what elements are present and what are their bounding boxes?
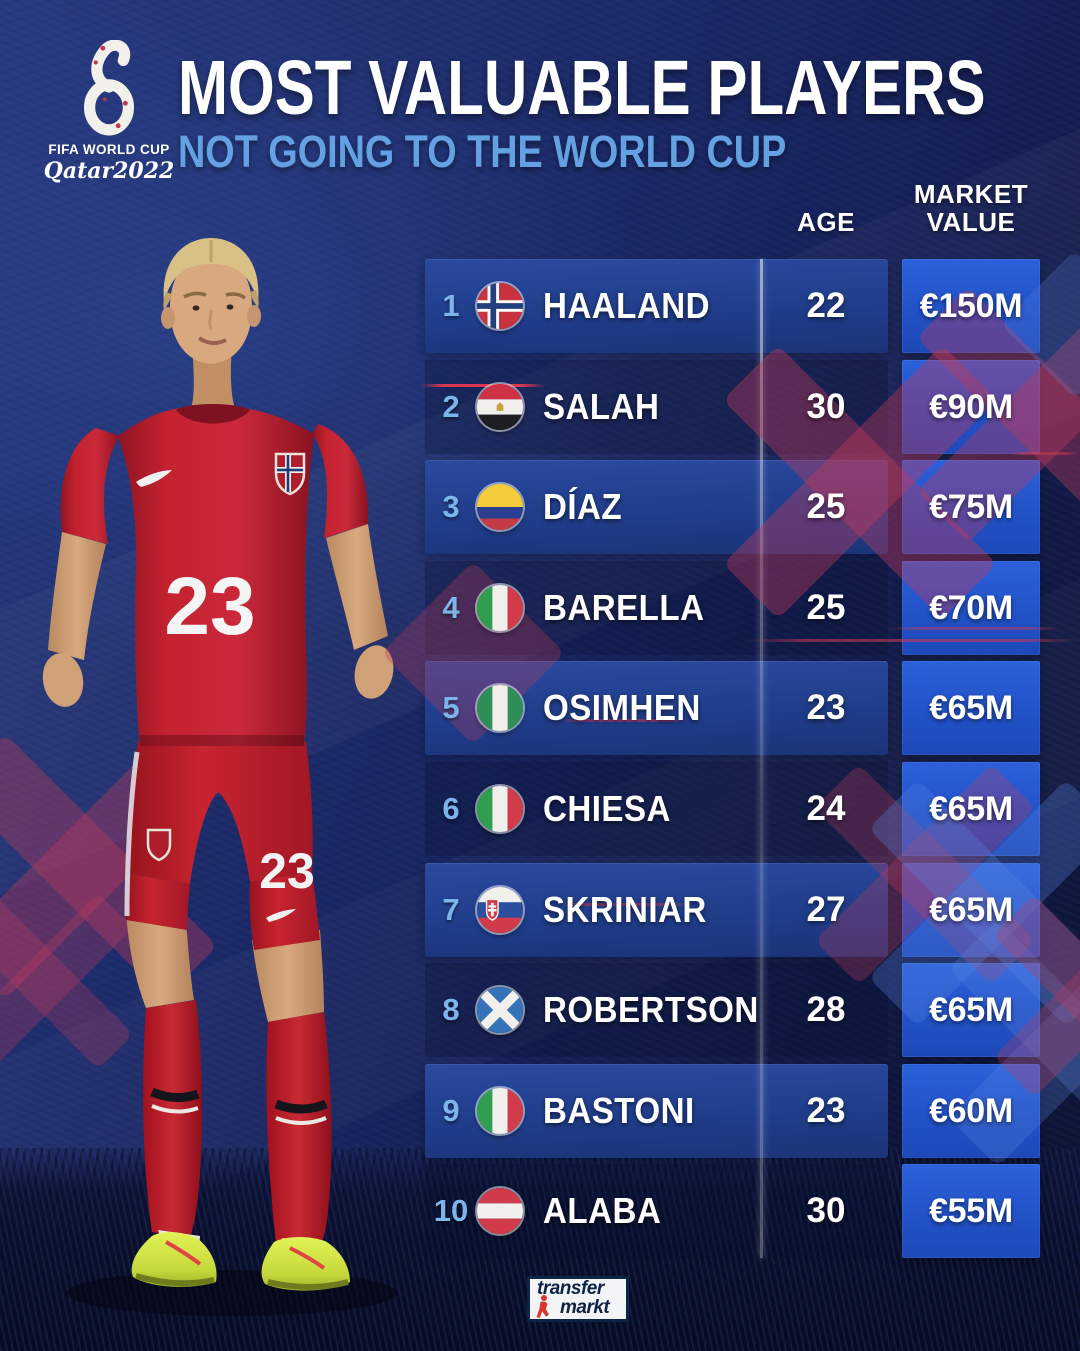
player-age: 22 bbox=[806, 286, 846, 325]
market-value-box bbox=[902, 1064, 1040, 1158]
brand-word-markt: markt bbox=[560, 1297, 610, 1318]
page-subtitle: NOT GOING TO THE WORLD CUP bbox=[178, 126, 787, 177]
table-row: 6 CHIESA 24 €65M bbox=[425, 762, 1040, 856]
player-name: OSIMHEN bbox=[543, 687, 701, 728]
rank-number: 5 bbox=[442, 690, 460, 725]
market-value: €65M bbox=[929, 689, 1013, 727]
country-flag-icon bbox=[477, 1088, 523, 1134]
country-flag-icon bbox=[477, 585, 523, 631]
player-name: SKRINIAR bbox=[543, 889, 707, 930]
player-age: 25 bbox=[806, 588, 846, 627]
rank-number: 9 bbox=[442, 1093, 460, 1128]
player-name: ALABA bbox=[543, 1190, 662, 1231]
table-row: 10 ALABA 30 €55M bbox=[425, 1164, 1040, 1258]
player-age: 23 bbox=[806, 1091, 846, 1130]
table-row: 7 SKRINIAR 27 €65M bbox=[425, 863, 1040, 957]
country-flag-icon bbox=[477, 685, 523, 731]
market-value-box bbox=[902, 963, 1040, 1057]
rank-number: 1 bbox=[442, 288, 460, 323]
country-flag-icon bbox=[477, 384, 523, 430]
player-age: 30 bbox=[806, 387, 846, 426]
country-flag-icon bbox=[477, 283, 523, 329]
market-value-box bbox=[902, 259, 1040, 353]
market-label-line1: MARKET bbox=[913, 179, 1029, 209]
market-value: €75M bbox=[929, 488, 1013, 526]
rank-number: 4 bbox=[442, 590, 460, 625]
player-age: 25 bbox=[806, 487, 846, 526]
country-flag-icon bbox=[477, 786, 523, 832]
country-flag-icon bbox=[477, 987, 523, 1033]
player-age: 23 bbox=[806, 688, 846, 727]
rank-number: 10 bbox=[433, 1193, 469, 1228]
rank-number: 3 bbox=[442, 489, 460, 524]
player-name: SALAH bbox=[543, 386, 660, 427]
table-row: 5 OSIMHEN 23 €65M bbox=[425, 661, 1040, 755]
page-title: MOST VALUABLE PLAYERS bbox=[178, 45, 986, 131]
market-value: €70M bbox=[929, 589, 1013, 627]
market-value: €65M bbox=[929, 790, 1013, 828]
player-age: 27 bbox=[806, 890, 846, 929]
player-name: ROBERTSON bbox=[543, 989, 759, 1030]
column-header-market-value: MARKET VALUE bbox=[902, 180, 1040, 236]
market-value: €55M bbox=[929, 1192, 1013, 1230]
footballer-icon bbox=[536, 1294, 549, 1319]
column-header-age: AGE bbox=[797, 207, 855, 237]
table-row: 3 DÍAZ 25 €75M bbox=[425, 460, 1040, 554]
player-name: DÍAZ bbox=[543, 486, 623, 527]
market-label-line2: VALUE bbox=[926, 207, 1016, 237]
table-row: 4 BARELLA 25 €70M bbox=[425, 561, 1040, 655]
market-value: €150M bbox=[919, 287, 1023, 325]
player-name: BASTONI bbox=[543, 1090, 695, 1131]
market-value: €60M bbox=[929, 1092, 1013, 1130]
player-age: 24 bbox=[806, 789, 846, 828]
fifa-world-cup-logo: FIFA WORLD CUP Qatar2022 bbox=[40, 40, 178, 184]
table-row: 8 ROBERTSON 28 €65M bbox=[425, 963, 1040, 1057]
market-value-box bbox=[902, 863, 1040, 957]
table-row: 1 HAALAND 22 €150M bbox=[425, 259, 1040, 353]
player-name: BARELLA bbox=[543, 587, 705, 628]
market-value-box bbox=[902, 762, 1040, 856]
market-value: €65M bbox=[929, 991, 1013, 1029]
market-value-box bbox=[902, 360, 1040, 454]
rank-number: 8 bbox=[442, 992, 460, 1027]
player-name: HAALAND bbox=[543, 285, 710, 326]
market-value: €65M bbox=[929, 891, 1013, 929]
brand-word-transfer: transfer bbox=[537, 1278, 604, 1299]
player-age: 30 bbox=[806, 1191, 846, 1230]
market-value-box bbox=[902, 460, 1040, 554]
table-row: 9 BASTONI 23 €60M bbox=[425, 1064, 1040, 1158]
event-logo-year: Qatar2022 bbox=[43, 158, 175, 184]
market-value-box bbox=[902, 661, 1040, 755]
market-value: €90M bbox=[929, 388, 1013, 426]
table-row: 2 SALAH 30 €90M bbox=[425, 360, 1040, 454]
event-logo-text: FIFA WORLD CUP bbox=[48, 142, 170, 157]
rank-number: 6 bbox=[442, 791, 460, 826]
qatar-2022-emblem-icon bbox=[83, 40, 135, 136]
country-flag-icon bbox=[477, 1188, 523, 1234]
country-flag-icon bbox=[477, 484, 523, 530]
rank-number: 2 bbox=[442, 389, 460, 424]
rank-number: 7 bbox=[442, 892, 460, 927]
country-flag-icon bbox=[477, 887, 523, 933]
transfermarkt-logo: transfer markt bbox=[527, 1276, 629, 1322]
player-name: CHIESA bbox=[543, 788, 671, 829]
player-age: 28 bbox=[806, 990, 846, 1029]
market-value-box bbox=[902, 1164, 1040, 1258]
